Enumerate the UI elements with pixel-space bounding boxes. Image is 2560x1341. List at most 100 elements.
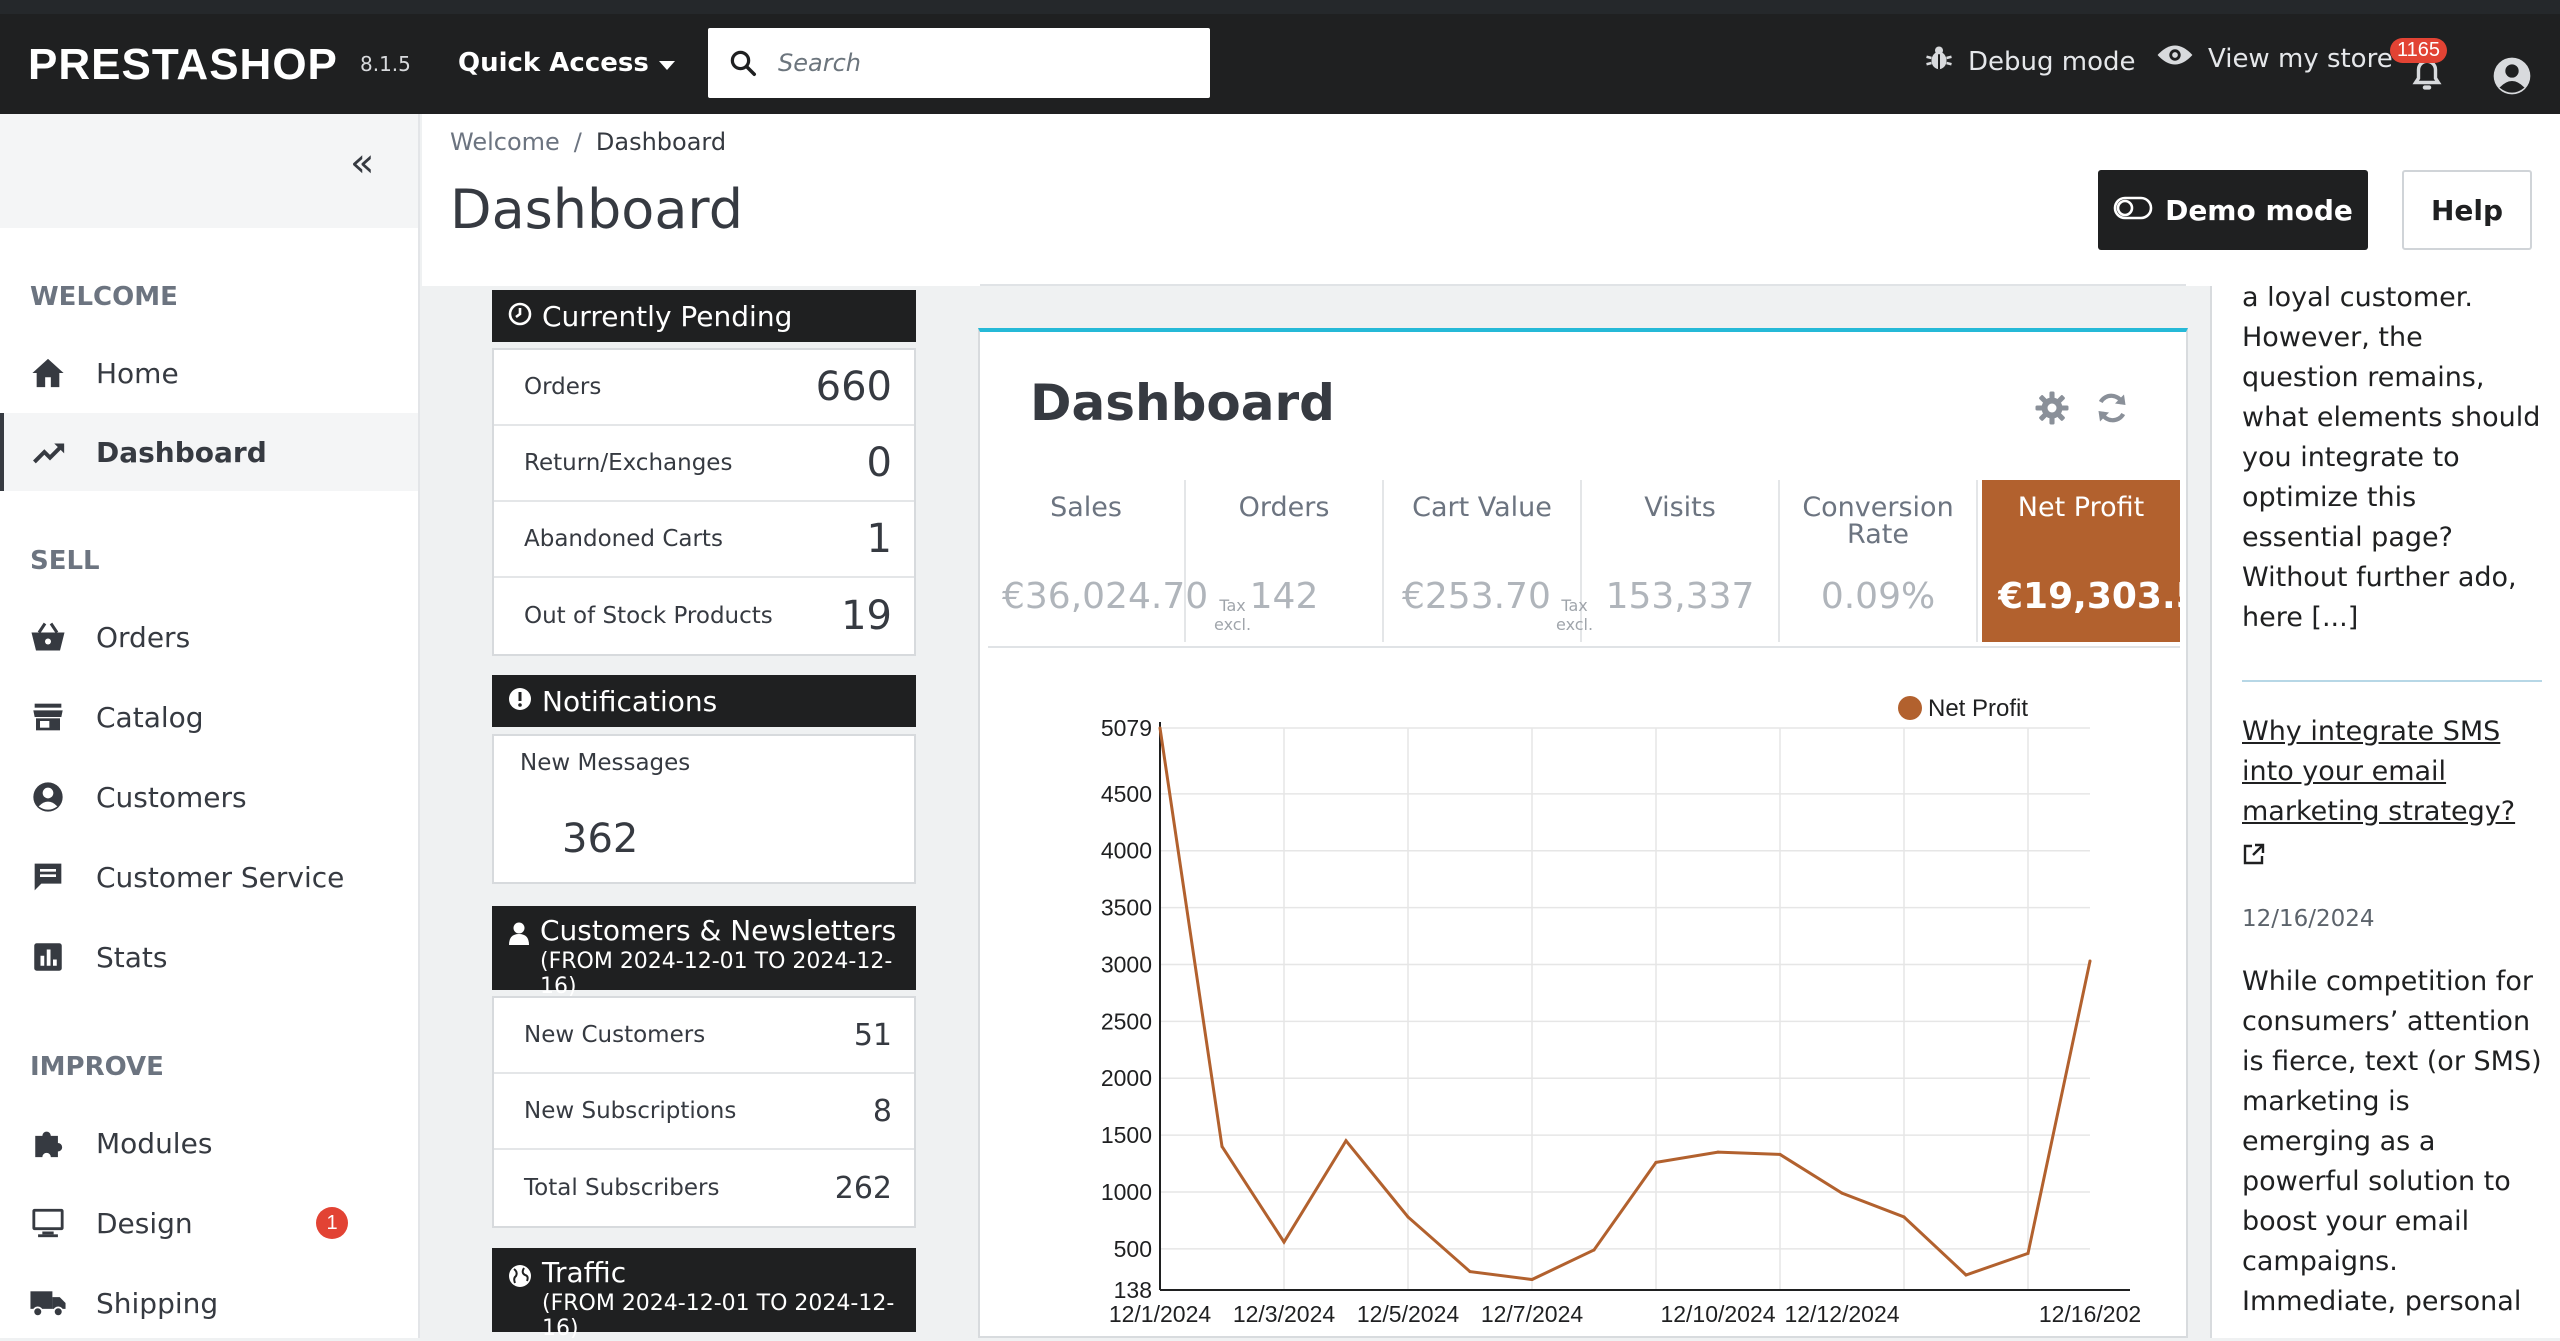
- section-sell: SELL: [30, 546, 100, 576]
- quick-access-dropdown[interactable]: Quick Access: [458, 48, 675, 78]
- sidebar-item-customers[interactable]: Customers: [0, 758, 418, 836]
- account-circle-icon: [0, 781, 96, 813]
- sidebar-item-label: Modules: [96, 1126, 213, 1160]
- help-button[interactable]: Help: [2402, 170, 2532, 250]
- kpi-value: 153,337: [1605, 576, 1755, 617]
- kpi-row: Sales €36,024.70 Tax excl. Orders 142 Ca…: [988, 480, 2180, 648]
- sidebar-item-customer-service[interactable]: Customer Service: [0, 838, 418, 916]
- kpi-conversion-rate[interactable]: Conversion Rate 0.09%: [1780, 480, 1978, 642]
- sidebar-item-dashboard[interactable]: Dashboard: [0, 413, 418, 491]
- basket-icon: [0, 622, 96, 652]
- demo-mode-button[interactable]: Demo mode: [2098, 170, 2368, 250]
- x-tick-label: 12/1/2024: [1109, 1301, 1212, 1327]
- search-input[interactable]: [778, 49, 1178, 77]
- sidebar-item-orders[interactable]: Orders: [0, 598, 418, 676]
- gear-icon[interactable]: [2034, 390, 2070, 430]
- account-icon[interactable]: [2492, 56, 2532, 100]
- customers-subtitle: (FROM 2024-12-01 TO 2024-12-16): [540, 949, 893, 999]
- prestashop-logo[interactable]: PRESTASHOP: [28, 40, 338, 89]
- kpi-value: 0.09%: [1820, 576, 1936, 617]
- data-point: [1654, 1160, 1658, 1164]
- debug-mode-link[interactable]: Debug mode: [1924, 42, 2136, 81]
- kpi-title: Net Profit: [2017, 492, 2145, 523]
- dashboard-title: Dashboard: [1030, 374, 1335, 432]
- sidebar-item-modules[interactable]: Modules: [0, 1104, 418, 1182]
- search-box[interactable]: [708, 28, 1210, 98]
- kpi-visits[interactable]: Visits 153,337: [1582, 480, 1780, 642]
- quick-access-label: Quick Access: [458, 48, 649, 78]
- sidebar-item-label: Customer Service: [96, 860, 345, 894]
- x-tick-label: 12/3/2024: [1233, 1301, 1336, 1327]
- data-point: [1468, 1270, 1472, 1274]
- legend-swatch: [1898, 696, 1922, 720]
- notifications-badge[interactable]: 1165: [2390, 38, 2448, 63]
- pending-row-abandoned-carts[interactable]: Abandoned Carts 1: [494, 502, 914, 578]
- y-tick-label: 3000: [1101, 951, 1152, 977]
- external-link-icon: [2242, 838, 2542, 878]
- breadcrumb-separator: /: [573, 128, 582, 156]
- caret-down-icon: [658, 60, 675, 70]
- traffic-title: Traffic: [542, 1256, 627, 1289]
- notifications-box[interactable]: New Messages 362: [492, 734, 916, 884]
- pending-row-returns[interactable]: Return/Exchanges 0: [494, 426, 914, 502]
- kpi-title: Orders: [1238, 492, 1330, 523]
- pending-row-orders[interactable]: Orders 660: [494, 350, 914, 426]
- kpi-sales[interactable]: Sales €36,024.70 Tax excl.: [988, 480, 1251, 642]
- collapse-sidebar-icon[interactable]: «: [350, 140, 375, 186]
- customers-row-new-customers[interactable]: New Customers 51: [494, 998, 914, 1074]
- user-icon: [508, 920, 530, 953]
- news-article-link[interactable]: Why integrate SMS into your email market…: [2242, 712, 2542, 878]
- kpi-orders[interactable]: Orders 142: [1186, 480, 1384, 642]
- sidebar-item-stats[interactable]: Stats: [0, 918, 418, 996]
- puzzle-icon: [0, 1126, 96, 1160]
- kpi-net-profit[interactable]: Net Profit €19,303.5: [1982, 480, 2180, 642]
- y-tick-label: 5079: [1101, 715, 1152, 741]
- x-tick-label: 12/10/2024: [1660, 1301, 1775, 1327]
- customers-list: New Customers 51 New Subscriptions 8 Total…: [492, 996, 916, 1228]
- sidebar-item-catalog[interactable]: Catalog: [0, 678, 418, 756]
- sidebar-item-shipping[interactable]: Shipping: [0, 1264, 418, 1338]
- truck-icon: [0, 1288, 96, 1318]
- row-value: 0: [866, 440, 892, 486]
- kpi-title: Conversion Rate: [1802, 492, 1954, 550]
- kpi-value: €19,303.5: [1998, 576, 2180, 617]
- data-point: [2088, 959, 2092, 963]
- y-tick-label: 2500: [1101, 1008, 1152, 1034]
- data-point: [1406, 1215, 1410, 1219]
- kpi-tax-note: Tax excl.: [1556, 596, 1594, 634]
- refresh-icon[interactable]: [2094, 390, 2130, 430]
- view-store-label: View my store: [2208, 43, 2393, 74]
- sidebar-item-home[interactable]: Home: [0, 334, 418, 412]
- page-title: Dashboard: [450, 178, 743, 241]
- news-date: 12/16/2024: [2242, 906, 2375, 932]
- pending-header: Currently Pending: [492, 290, 916, 342]
- data-point: [1530, 1278, 1534, 1282]
- row-label: Out of Stock Products: [524, 603, 773, 629]
- breadcrumb-dashboard: Dashboard: [595, 128, 727, 156]
- version-label: 8.1.5: [360, 52, 411, 76]
- data-point: [1964, 1273, 1968, 1277]
- customers-row-total-subscribers[interactable]: Total Subscribers 262: [494, 1150, 914, 1226]
- kpi-value: €253.70: [1402, 576, 1551, 617]
- kpi-cart-value[interactable]: Cart Value €253.70 Tax excl.: [1384, 480, 1593, 642]
- dashboard-panel: Dashboard Sales €36,024.70 Tax excl. Ord…: [978, 328, 2188, 1338]
- news-link-text: Why integrate SMS into your email market…: [2242, 716, 2516, 827]
- sidebar-collapse-row: «: [0, 114, 418, 228]
- globe-icon: [508, 1262, 532, 1295]
- chat-icon: [0, 861, 96, 893]
- traffic-header: Traffic (FROM 2024-12-01 TO 2024-12-16): [492, 1248, 916, 1341]
- row-value: 262: [834, 1170, 892, 1206]
- data-point: [1778, 1152, 1782, 1156]
- sidebar-item-label: Home: [96, 356, 179, 390]
- breadcrumb-welcome[interactable]: Welcome: [450, 128, 560, 156]
- view-store-link[interactable]: View my store: [2156, 42, 2393, 75]
- pending-row-out-of-stock[interactable]: Out of Stock Products 19: [494, 578, 914, 654]
- y-tick-label: 4000: [1101, 838, 1152, 864]
- design-badge: 1: [316, 1207, 348, 1239]
- row-label: New Customers: [524, 1022, 706, 1048]
- search-icon[interactable]: [708, 28, 778, 98]
- panel-top-edge: [980, 284, 2186, 286]
- row-value: 51: [853, 1017, 892, 1053]
- sidebar-item-design[interactable]: Design 1: [0, 1184, 418, 1262]
- customers-row-new-subscriptions[interactable]: New Subscriptions 8: [494, 1074, 914, 1150]
